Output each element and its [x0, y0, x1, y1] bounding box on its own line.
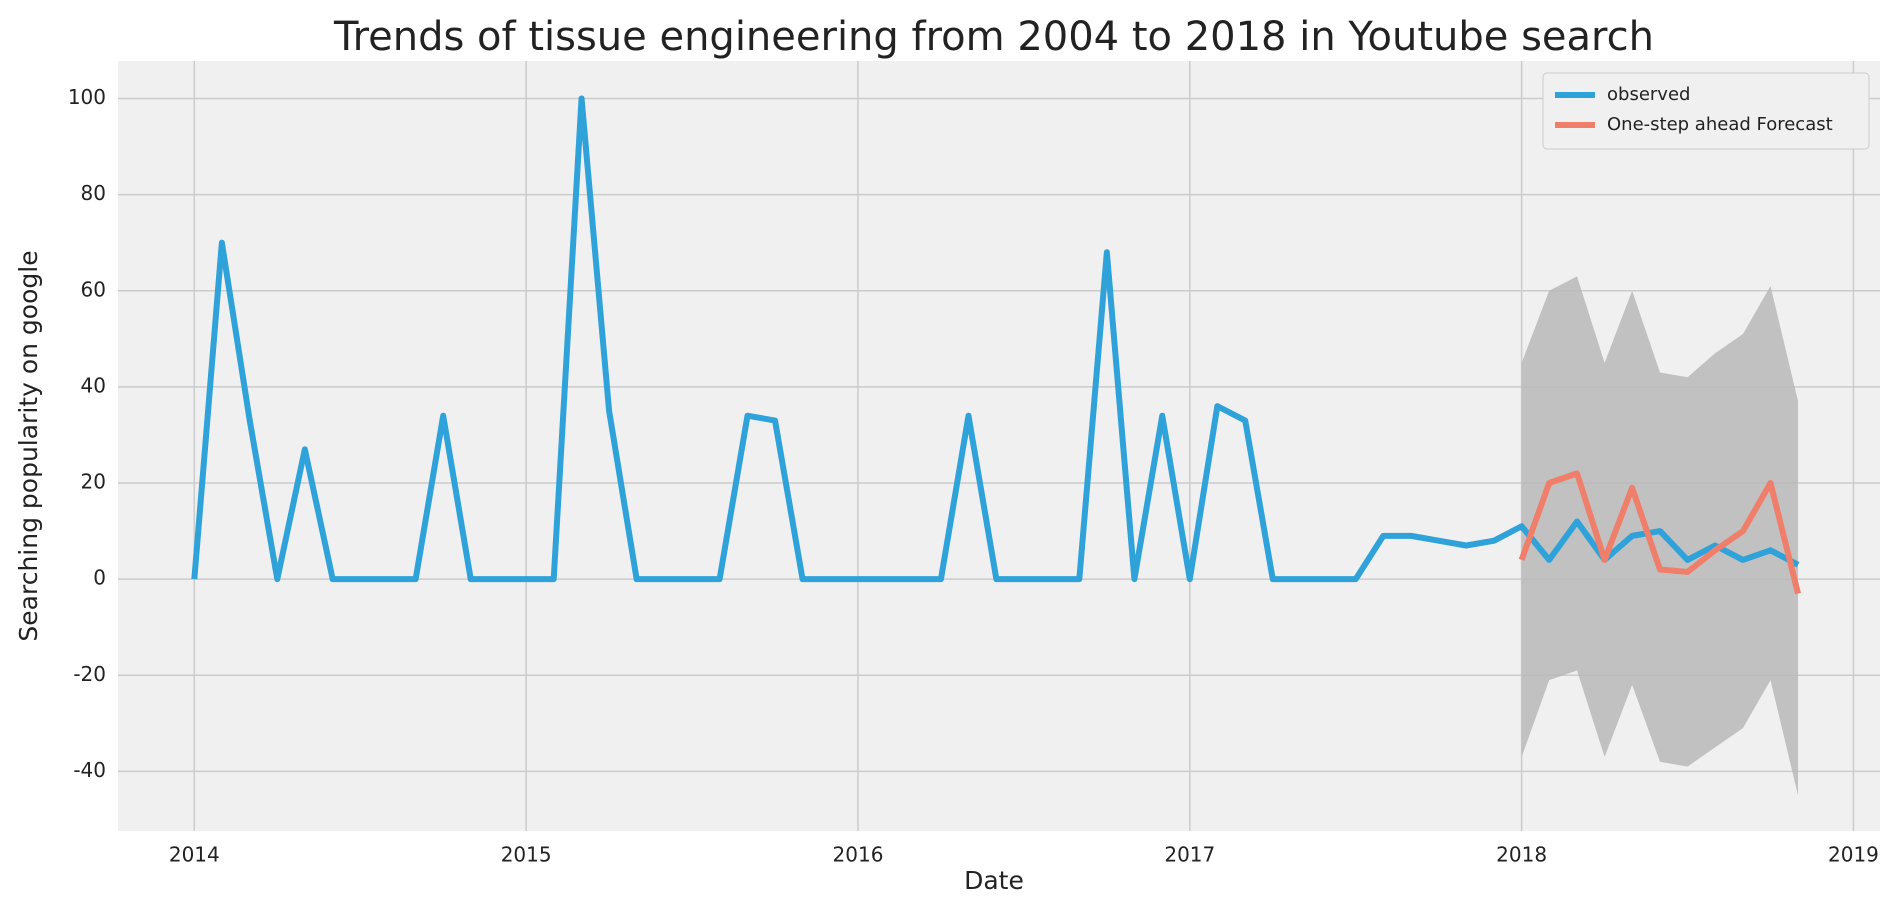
confidence-band — [1521, 276, 1799, 796]
x-axis-label: Date — [964, 866, 1024, 895]
y-axis-label: Searching popularity on google — [14, 250, 43, 641]
legend-label: observed — [1607, 84, 1690, 105]
x-tick-label: 2014 — [169, 843, 220, 867]
x-tick-label: 2019 — [1828, 843, 1879, 867]
y-tick-label: 40 — [81, 373, 106, 397]
y-tick-label: -20 — [73, 662, 106, 686]
y-tick-label: 20 — [81, 470, 106, 494]
y-tick-label: 80 — [81, 181, 106, 205]
y-tick-label: 0 — [93, 566, 106, 590]
y-tick-label: 100 — [68, 85, 106, 109]
y-tick-label: 60 — [81, 277, 106, 301]
y-tick-label: -40 — [73, 758, 106, 782]
x-tick-label: 2018 — [1496, 843, 1547, 867]
chart-title: Trends of tissue engineering from 2004 t… — [333, 14, 1654, 60]
x-tick-label: 2017 — [1164, 843, 1215, 867]
legend-label: One-step ahead Forecast — [1607, 114, 1833, 135]
x-tick-label: 2015 — [501, 843, 552, 867]
series-line — [1518, 470, 1801, 595]
x-tick-label: 2016 — [833, 843, 884, 867]
legend-box — [1542, 72, 1870, 150]
